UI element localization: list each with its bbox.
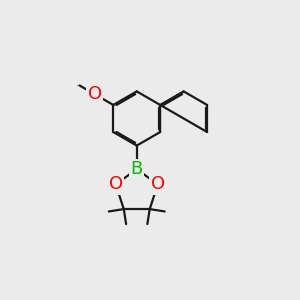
Text: O: O <box>88 85 102 103</box>
Text: O: O <box>151 176 165 194</box>
Text: O: O <box>109 176 123 194</box>
Text: B: B <box>130 160 143 178</box>
Text: methoxy: methoxy <box>76 85 83 86</box>
